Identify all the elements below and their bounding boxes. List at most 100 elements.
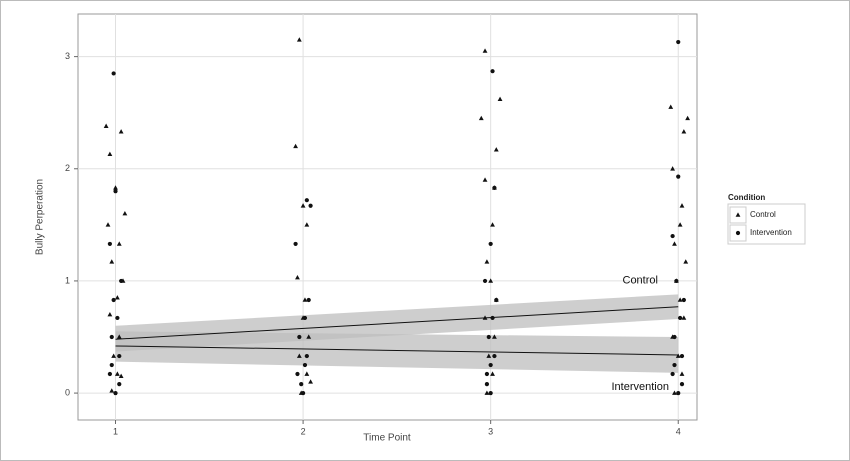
point — [490, 222, 495, 227]
point — [111, 353, 117, 358]
point — [676, 174, 681, 179]
point — [484, 390, 490, 395]
point — [293, 241, 298, 247]
point — [672, 334, 677, 340]
point — [116, 334, 122, 339]
point — [113, 189, 118, 194]
point — [488, 362, 493, 368]
point — [109, 334, 114, 340]
point — [679, 382, 685, 387]
point — [111, 297, 116, 303]
point — [113, 185, 118, 190]
point — [107, 241, 112, 247]
point — [295, 274, 300, 280]
point — [681, 129, 687, 134]
legend-marker — [735, 212, 741, 217]
point — [300, 203, 306, 208]
point — [299, 382, 304, 387]
point — [304, 353, 309, 359]
point — [306, 334, 312, 339]
point — [488, 241, 493, 247]
point — [674, 278, 679, 284]
point — [115, 315, 120, 321]
point — [109, 388, 115, 393]
point — [493, 147, 499, 152]
point — [492, 334, 497, 339]
point — [308, 379, 313, 384]
x-tick-label: 1 — [113, 426, 118, 436]
point — [302, 297, 308, 302]
point — [482, 278, 488, 284]
point — [490, 371, 495, 376]
fit-line — [115, 306, 679, 340]
point — [685, 115, 691, 121]
point — [109, 362, 114, 368]
y-tick-label: 1 — [65, 275, 70, 285]
point — [114, 295, 120, 300]
point — [302, 315, 308, 321]
point — [484, 259, 490, 264]
legend-marker — [735, 230, 741, 236]
legend-title: Condition — [728, 193, 765, 202]
point — [679, 353, 685, 359]
y-tick-label: 2 — [65, 163, 70, 173]
point — [677, 297, 683, 302]
point — [111, 71, 116, 76]
point — [681, 315, 687, 320]
point — [118, 129, 124, 134]
point — [296, 353, 302, 358]
point — [107, 371, 112, 377]
point — [306, 297, 311, 303]
point — [109, 259, 115, 264]
point — [677, 222, 683, 227]
y-axis-label: Bully Perperation — [35, 179, 46, 255]
y-tick-label: 0 — [65, 387, 70, 397]
fit-line — [115, 345, 679, 356]
confidence-band — [115, 331, 679, 373]
point — [117, 382, 122, 387]
point — [114, 371, 120, 376]
x-tick-label: 2 — [301, 426, 306, 436]
point — [304, 198, 309, 203]
point — [488, 390, 493, 396]
legend-label: Intervention — [750, 228, 792, 237]
point — [668, 104, 674, 109]
point — [672, 241, 677, 246]
x-tick-label: 3 — [488, 426, 493, 436]
point — [107, 151, 113, 156]
point — [116, 241, 122, 246]
point — [486, 353, 492, 358]
point — [670, 166, 676, 171]
point — [300, 390, 306, 396]
point — [107, 311, 113, 317]
point — [296, 37, 302, 42]
point — [494, 297, 499, 303]
x-axis-label: Time Point — [363, 433, 411, 444]
point — [488, 278, 494, 283]
point — [482, 177, 488, 182]
point — [672, 390, 677, 395]
point — [675, 353, 681, 358]
point — [490, 69, 495, 74]
legend-label: Control — [750, 210, 776, 219]
point — [678, 315, 683, 321]
point — [672, 362, 677, 368]
line-annotation: Control — [623, 274, 658, 286]
point — [486, 334, 491, 340]
point — [478, 115, 484, 121]
point — [482, 48, 488, 53]
point — [484, 371, 490, 377]
point — [679, 203, 685, 208]
point — [295, 371, 300, 377]
y-tick-label: 3 — [65, 51, 70, 61]
point — [492, 185, 497, 190]
point — [497, 96, 503, 102]
point — [293, 143, 298, 149]
point — [676, 39, 681, 45]
point — [117, 353, 122, 359]
point — [679, 371, 685, 376]
point — [302, 362, 308, 368]
point — [119, 278, 124, 284]
point — [308, 203, 313, 208]
